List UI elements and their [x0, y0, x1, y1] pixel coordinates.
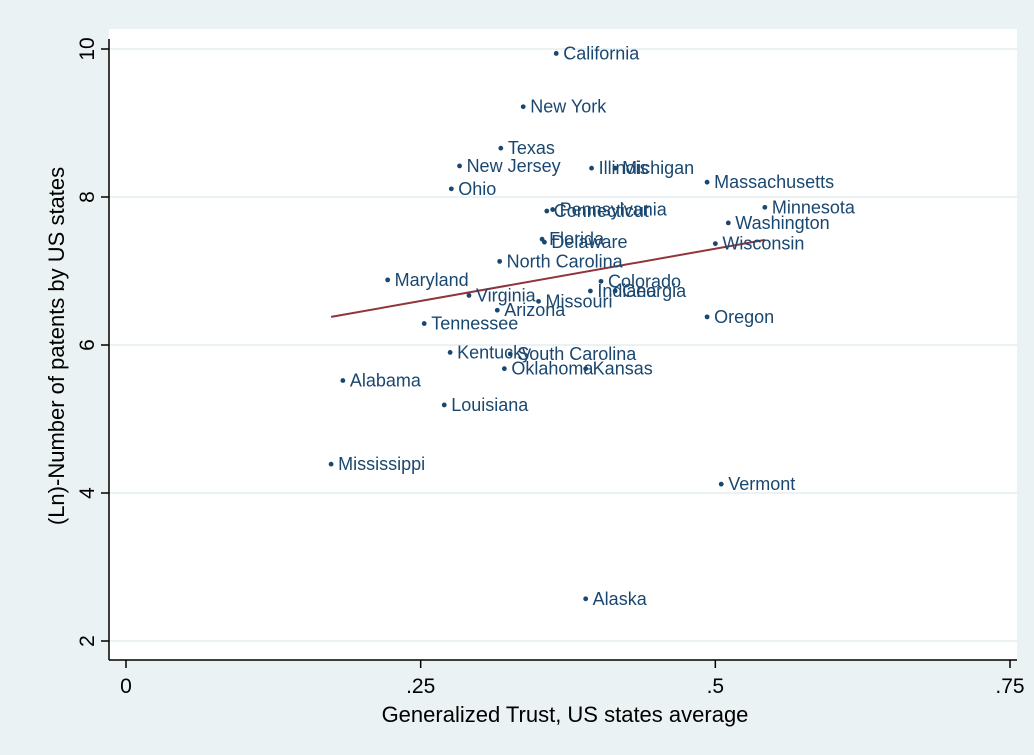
- data-point: [544, 208, 550, 214]
- data-point-label: North Carolina: [507, 251, 624, 271]
- data-point-label: Colorado: [608, 271, 681, 291]
- x-tick-label: .75: [995, 675, 1024, 698]
- x-tick-label: .5: [707, 675, 725, 698]
- data-point: [612, 288, 618, 294]
- data-point: [447, 350, 453, 355]
- data-point-label: Ohio: [458, 179, 496, 199]
- data-point-label: Kentucky: [457, 342, 531, 362]
- gridlines: [109, 48, 1017, 642]
- data-point: [328, 461, 334, 467]
- data-point: [457, 163, 462, 169]
- data-point: [494, 307, 500, 313]
- x-axis-title: Generalized Trust, US states average: [382, 702, 749, 727]
- data-point-label: Washington: [735, 213, 829, 233]
- data-point-label: Virginia: [476, 285, 537, 305]
- data-point: [501, 366, 507, 372]
- data-point: [498, 145, 504, 151]
- data-point-label: South Carolina: [517, 344, 637, 364]
- data-point-label: New Jersey: [467, 156, 561, 176]
- y-tick-label: 10: [76, 37, 99, 60]
- data-point: [441, 402, 447, 408]
- data-point-label: Missouri: [546, 291, 613, 311]
- data-point-label: Alaska: [593, 589, 648, 609]
- data-point-label: Oklahoma: [511, 359, 594, 379]
- y-tick-label: 8: [76, 191, 99, 203]
- data-point-label: Kansas: [593, 359, 653, 379]
- y-tick-label: 6: [76, 339, 99, 351]
- y-axis-title: (Ln)-Number of patents by US states: [44, 167, 69, 525]
- data-point: [704, 314, 710, 320]
- data-point-label: Arizona: [504, 300, 566, 320]
- data-point-label: Florida: [549, 229, 605, 249]
- axes: 2 4 6 8 10 0 .25 .5 .75: [76, 37, 1025, 698]
- fitted-line: [330, 238, 766, 318]
- data-point-label: Mississippi: [338, 454, 425, 474]
- data-point: [421, 321, 427, 326]
- data-point-label: Illinois: [599, 158, 649, 178]
- data-point: [340, 378, 346, 383]
- data-point-label: Oregon: [714, 307, 774, 327]
- data-point: [542, 239, 547, 245]
- data-point-label: Pennsylvania: [560, 200, 668, 220]
- y-tick-label: 2: [76, 635, 99, 647]
- data-point-label: Tennessee: [431, 314, 518, 334]
- data-point: [589, 165, 594, 171]
- data-point: [550, 207, 556, 212]
- data-point: [583, 366, 589, 372]
- data-point-label: Vermont: [728, 474, 795, 494]
- fitted-line-group: [330, 238, 766, 318]
- data-point: [520, 104, 526, 110]
- data-point-label: Minnesota: [772, 197, 856, 217]
- data-point: [448, 186, 454, 192]
- data-point: [704, 179, 710, 185]
- data-point: [536, 298, 541, 304]
- data-point: [507, 351, 513, 357]
- data-point: [583, 596, 589, 602]
- data-point: [712, 241, 718, 247]
- data-point: [762, 204, 768, 210]
- x-tick-label: 0: [120, 675, 132, 698]
- data-point-label: New York: [530, 97, 607, 117]
- data-point-label: Delaware: [551, 232, 627, 252]
- data-point-label: Michigan: [622, 158, 694, 178]
- y-tick-label: 4: [76, 487, 99, 499]
- data-point: [587, 288, 593, 294]
- data-point-label: Indiana: [597, 281, 657, 301]
- data-point-label: Wisconsin: [722, 234, 804, 254]
- data-point-label: Texas: [508, 138, 555, 158]
- data-point: [725, 220, 731, 226]
- data-point-label: California: [563, 43, 640, 63]
- data-point-label: Louisiana: [451, 395, 529, 415]
- data-point: [497, 258, 503, 264]
- data-point: [612, 165, 618, 171]
- data-point-label: Connecticut: [554, 201, 649, 221]
- x-tick-label: .25: [406, 675, 435, 698]
- data-point-label: Alabama: [350, 371, 422, 391]
- data-point: [385, 277, 391, 283]
- data-point: [598, 278, 604, 284]
- data-point-label: Georgia: [622, 281, 687, 301]
- data-point: [718, 481, 724, 487]
- data-point-label: Massachusetts: [714, 172, 834, 192]
- data-point-label: Maryland: [395, 270, 469, 290]
- data-point: [553, 51, 559, 56]
- data-point: [466, 293, 472, 298]
